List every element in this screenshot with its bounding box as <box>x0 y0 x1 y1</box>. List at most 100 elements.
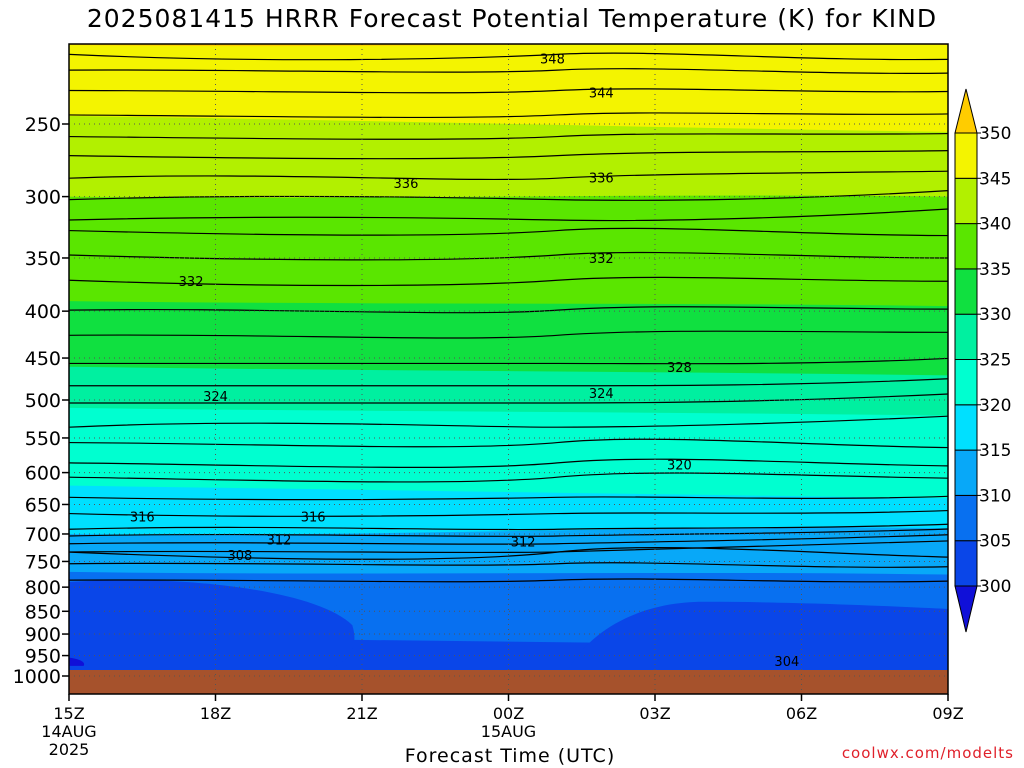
contour-label: 308 <box>228 549 253 564</box>
y-tick-label: 850 <box>25 601 61 623</box>
x-tick-label: 03Z <box>639 704 670 723</box>
contour-label: 304 <box>774 655 799 670</box>
contour-line <box>68 472 949 483</box>
colorbar-tick-label: 320 <box>979 396 1011 416</box>
colorbar <box>954 88 978 633</box>
y-tick-label: 550 <box>25 428 61 450</box>
x-tick-label: 00Z <box>493 704 524 723</box>
contour-label: 328 <box>667 361 692 376</box>
contour-line <box>68 495 949 501</box>
contour-line <box>68 227 949 237</box>
x-axis-label: Forecast Time (UTC) <box>404 745 616 767</box>
x-tick-label: 18Z <box>200 704 231 723</box>
contour-line <box>68 415 949 428</box>
contour-line <box>68 562 949 568</box>
contour-line <box>68 534 949 545</box>
contour-lines <box>68 52 949 583</box>
contour-label: 316 <box>130 511 155 526</box>
contour-line <box>68 578 949 583</box>
colorbar-tick-label: 340 <box>979 215 1011 235</box>
colorbar-labels: 300 305 310 315 320 325 330 335 340 345 350 <box>977 124 1011 597</box>
contour-label: 336 <box>394 177 419 192</box>
y-tick-label: 700 <box>25 524 61 546</box>
contour-line <box>68 150 949 160</box>
y-tick-label: 950 <box>25 646 61 668</box>
colorbar-tick-label: 330 <box>979 305 1011 325</box>
contour-line <box>68 306 949 314</box>
y-tick-label: 900 <box>25 624 61 646</box>
contour-line <box>68 546 949 560</box>
y-tick-label: 250 <box>25 114 61 136</box>
colorbar-swatch <box>954 540 978 587</box>
contour-line <box>68 112 949 119</box>
colorbar-swatch <box>954 223 978 270</box>
contour-line <box>68 378 949 387</box>
colorbar-tick-label: 300 <box>979 577 1011 597</box>
contour-label: 324 <box>589 387 614 402</box>
colorbar-swatch <box>954 313 978 361</box>
field-fills <box>69 43 948 695</box>
colorbar-tick-label: 315 <box>979 441 1011 461</box>
contour-labels: 348 344 336 336 332 332 328 324 324 320 316 316 312 3… <box>130 52 799 670</box>
contour-line <box>68 528 949 537</box>
y-tick-label: 450 <box>25 348 61 370</box>
x-tick-label: 09Z <box>932 704 963 723</box>
contour-label: 320 <box>667 459 692 474</box>
colorbar-tick-label: 325 <box>979 351 1011 371</box>
y-tick-label: 500 <box>25 390 61 412</box>
colorbar-tick-label: 350 <box>979 124 1011 144</box>
y-tick-label: 600 <box>25 463 61 485</box>
colorbar-swatch <box>954 359 978 406</box>
colorbar-extend-bottom <box>954 585 978 633</box>
x-tick-label: 21Z <box>346 704 377 723</box>
x-tick-label: 06Z <box>786 704 817 723</box>
contour-line <box>68 438 949 449</box>
contour-label: 348 <box>540 52 565 67</box>
contour-label: 316 <box>301 511 326 526</box>
y-tick-label: 400 <box>25 301 61 323</box>
pocket-300 <box>69 657 85 666</box>
contour-line <box>68 330 949 339</box>
pocket-305-right <box>567 601 948 672</box>
contour-line <box>68 523 949 531</box>
colorbar-tick-label: 345 <box>979 169 1011 189</box>
contour-label: 312 <box>511 535 536 550</box>
x-tick-sublabel: 14AUG <box>41 722 96 741</box>
contour-label: 312 <box>267 534 292 549</box>
y-tick-label: 350 <box>25 248 61 270</box>
surface-ground <box>69 670 948 694</box>
contour-line <box>68 189 949 201</box>
contour-line <box>68 52 949 61</box>
colorbar-tick-label: 310 <box>979 486 1011 506</box>
contour-label: 324 <box>203 390 228 405</box>
contour-line <box>68 68 949 74</box>
chart-title: 2025081415 HRRR Forecast Potential Tempe… <box>86 4 938 33</box>
credit-link[interactable]: coolwx.com/modelts <box>841 744 1014 762</box>
contour-label: 332 <box>589 252 614 267</box>
colorbar-swatch <box>954 449 978 496</box>
y-tick-label: 800 <box>25 577 61 599</box>
x-tick-sublabel: 2025 <box>49 740 90 759</box>
contour-line <box>68 540 949 554</box>
colorbar-swatch <box>954 177 978 225</box>
colorbar-tick-label: 335 <box>979 260 1011 280</box>
colorbar-swatch <box>954 494 978 542</box>
y-tick-label: 1000 <box>13 666 61 688</box>
x-tick-label: 15Z <box>53 704 84 723</box>
contour-line <box>68 170 949 181</box>
contour-line <box>68 357 949 365</box>
y-tick-label: 750 <box>25 551 61 573</box>
contour-line <box>68 458 949 468</box>
colorbar-swatch <box>954 404 978 451</box>
contour-label: 332 <box>179 275 204 290</box>
contour-line <box>68 251 949 261</box>
contour-line <box>68 509 949 517</box>
contour-line <box>68 132 949 140</box>
y-tick-label: 650 <box>25 494 61 516</box>
contour-label: 336 <box>589 172 614 187</box>
y-tick-label: 300 <box>25 187 61 209</box>
contour-line <box>68 208 949 222</box>
colorbar-extend-top <box>954 88 978 134</box>
